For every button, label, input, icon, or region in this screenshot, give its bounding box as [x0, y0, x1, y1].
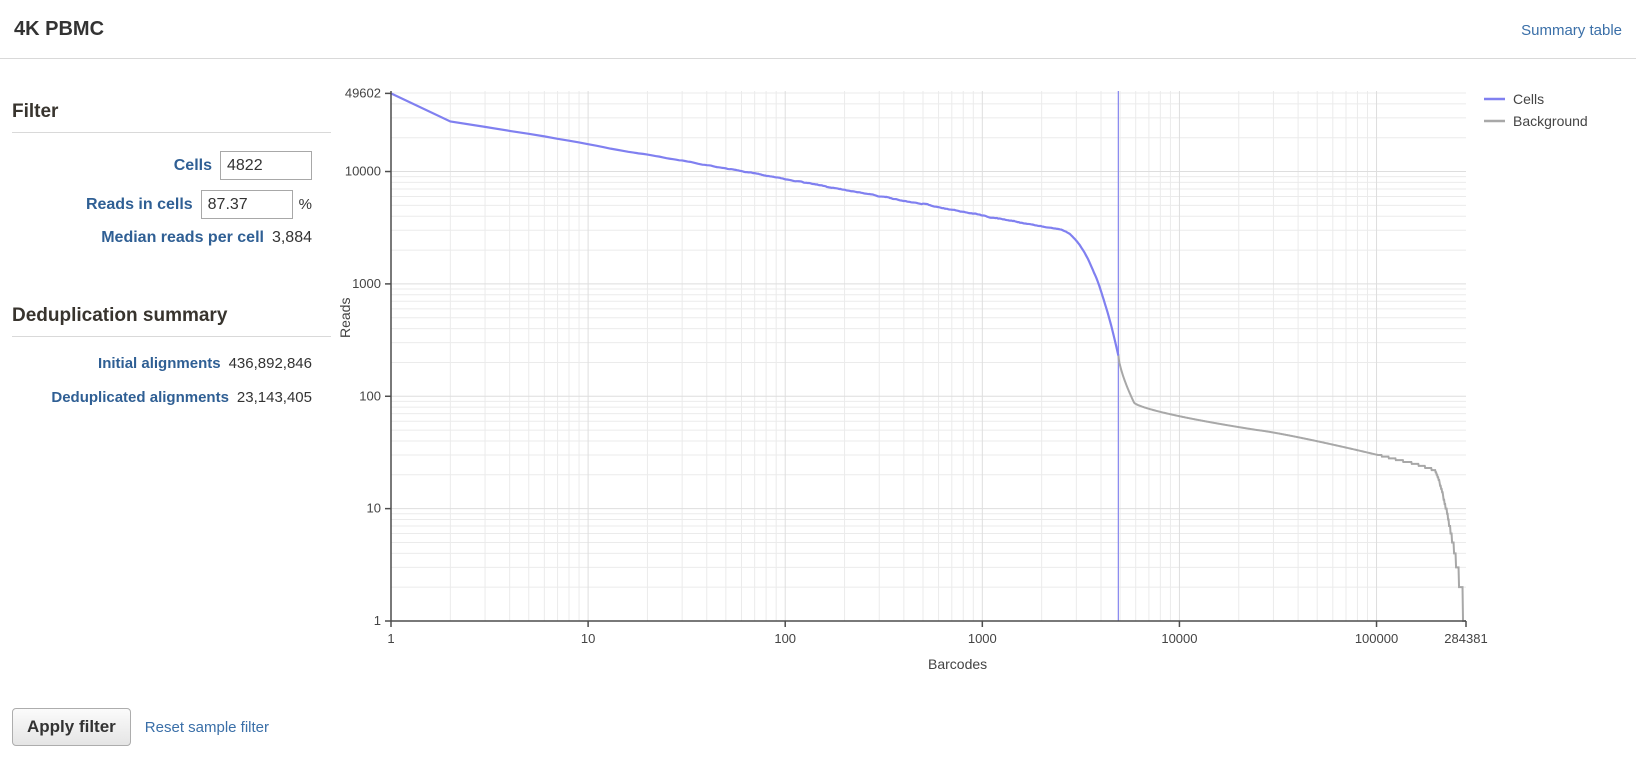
svg-text:100: 100: [359, 388, 381, 403]
svg-text:Cells: Cells: [1513, 91, 1544, 107]
svg-text:49602: 49602: [345, 85, 381, 100]
svg-text:10: 10: [367, 501, 381, 516]
svg-text:1: 1: [387, 631, 394, 646]
svg-text:1000: 1000: [352, 276, 381, 291]
svg-text:10000: 10000: [1161, 631, 1197, 646]
svg-text:Background: Background: [1513, 113, 1588, 129]
svg-text:100000: 100000: [1355, 631, 1398, 646]
svg-text:100: 100: [774, 631, 796, 646]
svg-text:1: 1: [374, 613, 381, 628]
svg-text:10: 10: [581, 631, 595, 646]
svg-text:10000: 10000: [345, 164, 381, 179]
svg-text:1000: 1000: [968, 631, 997, 646]
svg-text:284381: 284381: [1444, 631, 1487, 646]
